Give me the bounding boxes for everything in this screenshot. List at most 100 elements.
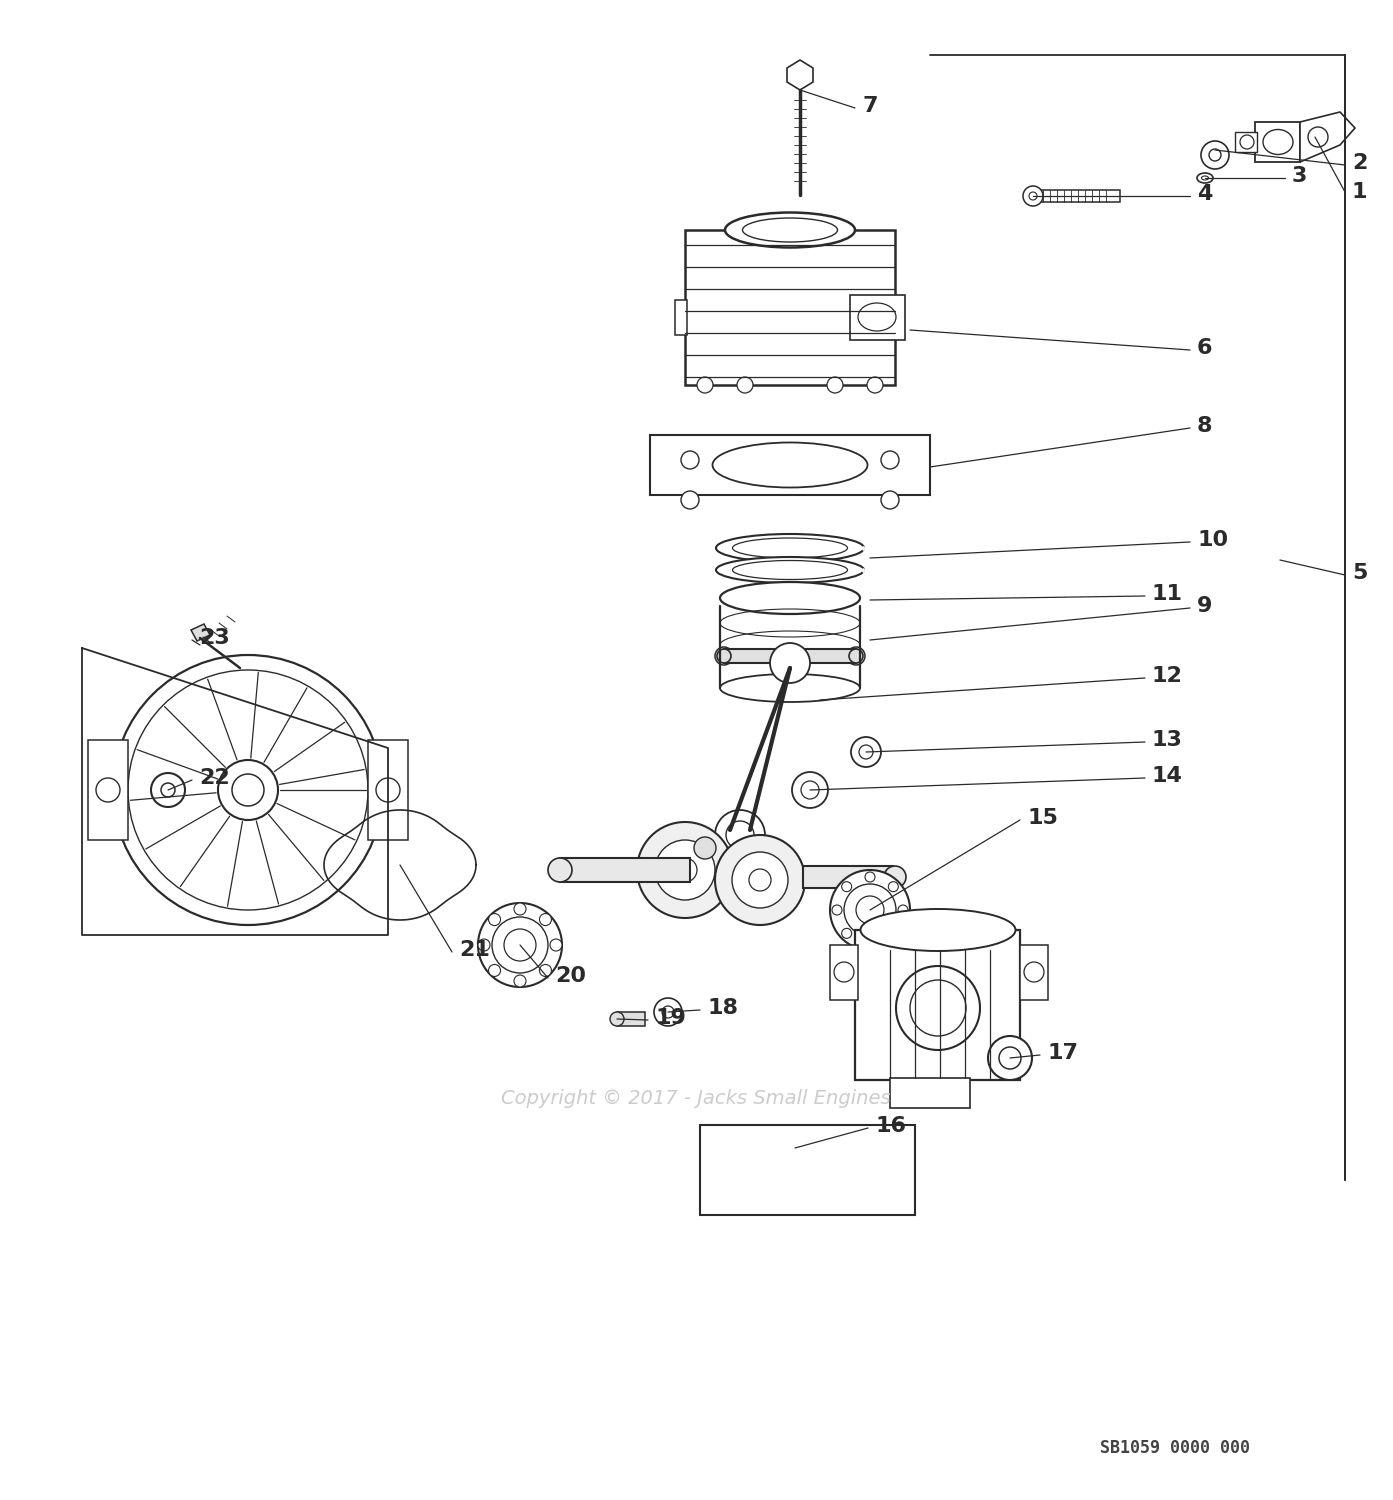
Text: Copyright © 2017 - Jacks Small Engines: Copyright © 2017 - Jacks Small Engines (501, 1089, 890, 1107)
Circle shape (162, 783, 176, 796)
Text: 10: 10 (1197, 530, 1229, 550)
Circle shape (514, 903, 527, 915)
Bar (890, 1078, 970, 1108)
Circle shape (841, 928, 851, 939)
Ellipse shape (861, 909, 1015, 951)
Ellipse shape (712, 442, 868, 488)
Bar (651, 435, 931, 495)
Text: 9: 9 (1197, 596, 1212, 616)
Text: 2: 2 (1353, 153, 1368, 173)
Circle shape (492, 916, 547, 974)
Circle shape (719, 651, 729, 662)
Circle shape (715, 646, 733, 664)
Text: 7: 7 (862, 96, 878, 116)
Circle shape (150, 772, 185, 807)
Polygon shape (1300, 112, 1355, 162)
Ellipse shape (742, 217, 837, 242)
Circle shape (880, 490, 898, 508)
Bar (1236, 132, 1256, 152)
Circle shape (830, 870, 910, 950)
Circle shape (681, 452, 699, 470)
Ellipse shape (610, 1013, 624, 1026)
Circle shape (865, 938, 875, 948)
Bar (88, 740, 128, 840)
Ellipse shape (1202, 176, 1209, 180)
Circle shape (128, 670, 368, 910)
Circle shape (726, 821, 754, 849)
Ellipse shape (885, 865, 905, 888)
Text: SB1059 0000 000: SB1059 0000 000 (1100, 1438, 1250, 1456)
Bar (560, 858, 690, 882)
Circle shape (737, 376, 754, 393)
Circle shape (793, 772, 827, 808)
Circle shape (844, 884, 896, 936)
Circle shape (857, 896, 885, 924)
Bar (1255, 122, 1300, 162)
Circle shape (539, 964, 552, 976)
Circle shape (489, 964, 500, 976)
Circle shape (1024, 962, 1043, 982)
Circle shape (847, 646, 865, 664)
Circle shape (653, 998, 683, 1026)
Ellipse shape (1263, 129, 1293, 154)
Ellipse shape (720, 674, 859, 702)
Bar (724, 650, 857, 663)
Circle shape (880, 452, 898, 470)
Text: 4: 4 (1197, 184, 1212, 204)
Circle shape (662, 1007, 674, 1019)
Circle shape (681, 490, 699, 508)
Bar (685, 230, 894, 386)
Circle shape (841, 882, 851, 891)
Circle shape (898, 904, 908, 915)
Ellipse shape (716, 534, 864, 562)
Circle shape (673, 858, 696, 882)
Circle shape (910, 980, 965, 1036)
Circle shape (1201, 141, 1229, 170)
Circle shape (376, 778, 400, 802)
Circle shape (550, 939, 561, 951)
Polygon shape (787, 60, 814, 90)
Bar (368, 740, 408, 840)
Text: 22: 22 (199, 768, 230, 788)
Ellipse shape (1197, 172, 1213, 183)
Circle shape (478, 939, 490, 951)
Circle shape (233, 774, 265, 806)
Circle shape (859, 746, 873, 759)
Bar (1041, 190, 1120, 202)
Ellipse shape (724, 213, 855, 248)
Bar (802, 865, 893, 888)
Text: 18: 18 (708, 998, 738, 1018)
Circle shape (889, 928, 898, 939)
Circle shape (514, 975, 527, 987)
Circle shape (851, 651, 861, 662)
Text: 13: 13 (1152, 730, 1183, 750)
Text: 6: 6 (1197, 338, 1212, 358)
Circle shape (999, 1047, 1021, 1070)
Circle shape (715, 836, 805, 926)
Circle shape (834, 962, 854, 982)
Bar (701, 1125, 915, 1215)
Circle shape (539, 914, 552, 926)
Circle shape (832, 904, 841, 915)
Circle shape (96, 778, 120, 802)
Circle shape (1022, 186, 1043, 206)
Circle shape (988, 1036, 1032, 1080)
Circle shape (896, 966, 981, 1050)
Circle shape (866, 376, 883, 393)
Circle shape (889, 882, 898, 891)
Text: 1: 1 (1353, 182, 1368, 203)
Circle shape (1029, 192, 1036, 200)
Circle shape (1209, 148, 1222, 160)
Circle shape (694, 837, 716, 860)
Bar (830, 945, 858, 1000)
Circle shape (696, 376, 713, 393)
Circle shape (655, 840, 715, 900)
Ellipse shape (858, 303, 896, 332)
Circle shape (478, 903, 561, 987)
Circle shape (851, 736, 880, 766)
Text: 5: 5 (1353, 562, 1368, 584)
Bar (855, 930, 1020, 1080)
Circle shape (489, 914, 500, 926)
Ellipse shape (733, 538, 847, 558)
Ellipse shape (848, 650, 864, 663)
